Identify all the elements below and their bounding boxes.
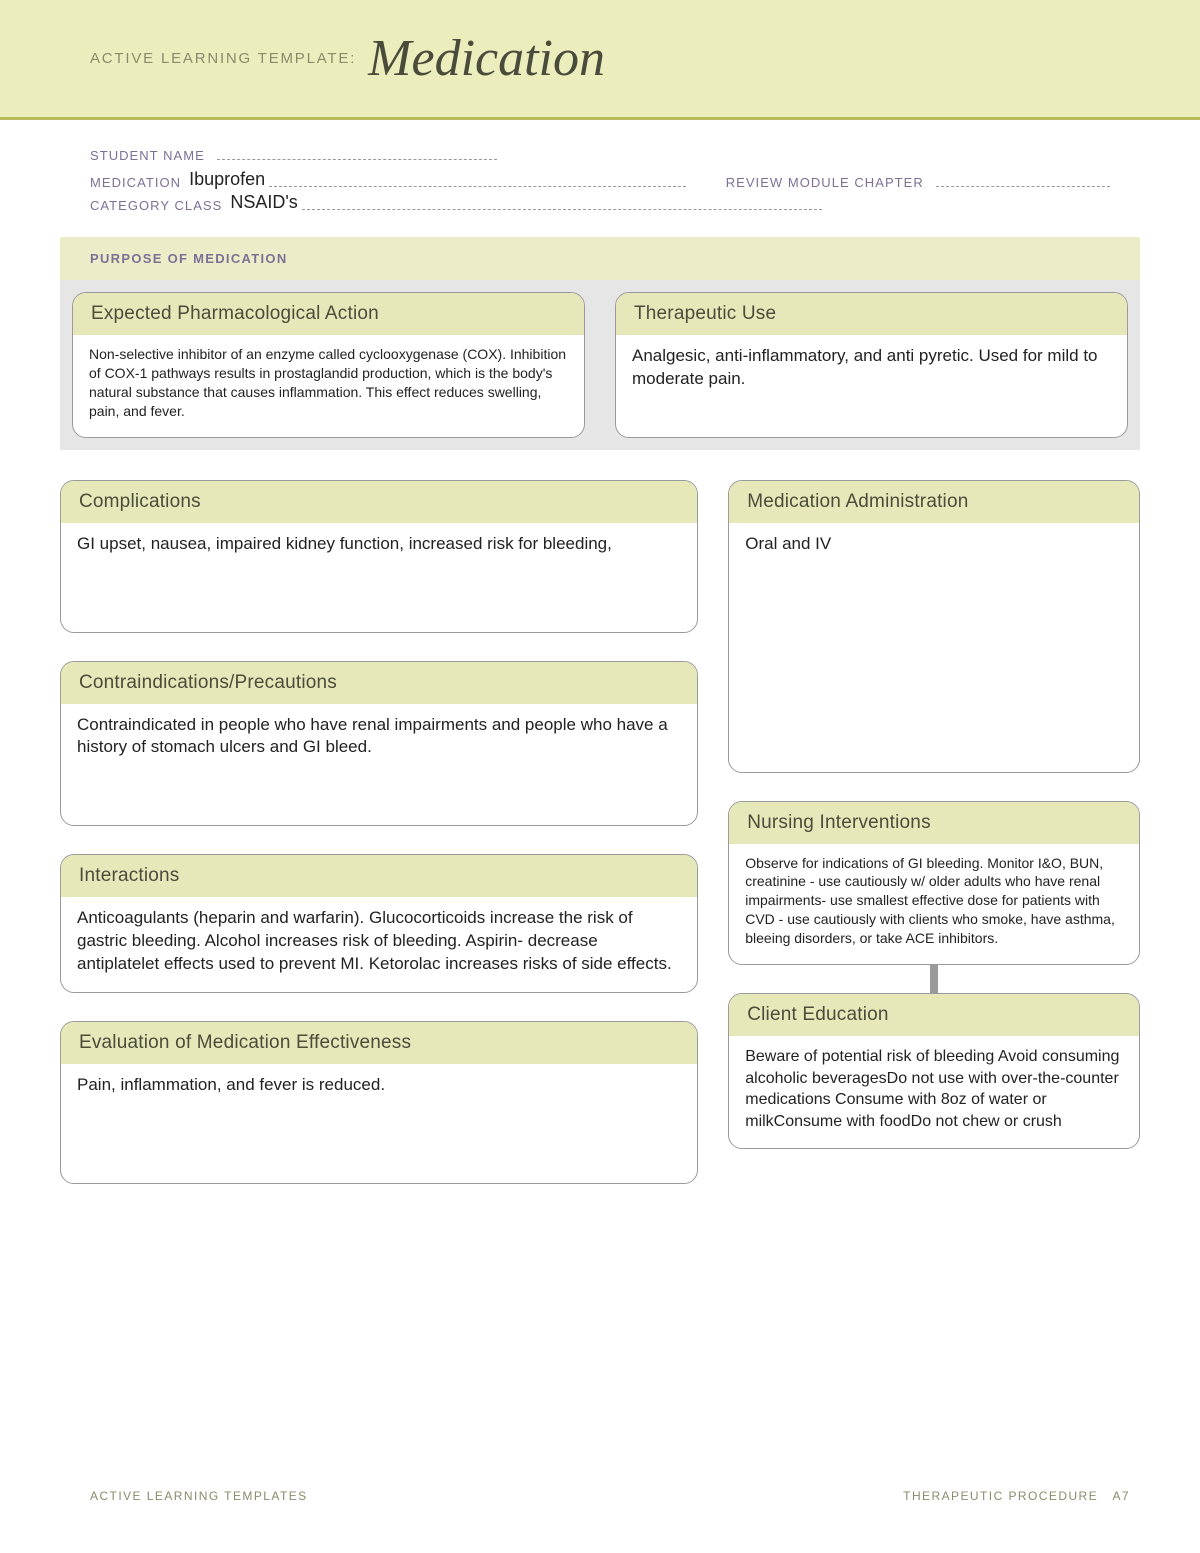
- card-evaluation: Evaluation of Medication Effectiveness P…: [60, 1021, 698, 1184]
- card-text: Pain, inflammation, and fever is reduced…: [77, 1075, 385, 1094]
- card-body: Non-selective inhibitor of an enzyme cal…: [73, 335, 584, 437]
- footer-right-label: THERAPEUTIC PROCEDURE: [903, 1489, 1098, 1503]
- medication-value: Ibuprofen: [189, 169, 265, 190]
- card-body: Pain, inflammation, and fever is reduced…: [61, 1064, 697, 1183]
- header-band: ACTIVE LEARNING TEMPLATE: Medication: [0, 0, 1200, 120]
- card-complications: Complications GI upset, nausea, impaired…: [60, 480, 698, 633]
- card-title: Complications: [61, 481, 697, 523]
- card-title: Evaluation of Medication Effectiveness: [61, 1022, 697, 1064]
- card-body: Beware of potential risk of bleeding Avo…: [729, 1036, 1139, 1148]
- column-right: Medication Administration Oral and IV Nu…: [728, 480, 1140, 1185]
- card-title: Therapeutic Use: [616, 293, 1127, 335]
- card-title: Nursing Interventions: [729, 802, 1139, 844]
- card-title: Medication Administration: [729, 481, 1139, 523]
- page: ACTIVE LEARNING TEMPLATE: Medication STU…: [0, 0, 1200, 1553]
- header-prefix: ACTIVE LEARNING TEMPLATE:: [90, 50, 356, 67]
- dashed-line: [217, 159, 497, 160]
- category-value: NSAID's: [230, 192, 297, 213]
- student-name-label: STUDENT NAME: [90, 148, 205, 163]
- footer-left: ACTIVE LEARNING TEMPLATES: [90, 1489, 308, 1503]
- card-title: Expected Pharmacological Action: [73, 293, 584, 335]
- purpose-section: PURPOSE OF MEDICATION Expected Pharmacol…: [60, 237, 1140, 450]
- card-title: Interactions: [61, 855, 697, 897]
- dashed-line: [936, 186, 1110, 187]
- dashed-line: [302, 209, 822, 210]
- category-label: CATEGORY CLASS: [90, 198, 222, 213]
- card-body: Analgesic, anti-inflammatory, and anti p…: [616, 335, 1127, 407]
- card-body: Oral and IV: [729, 523, 1139, 772]
- purpose-inner: Expected Pharmacological Action Non-sele…: [60, 280, 1140, 450]
- footer-right: THERAPEUTIC PROCEDURE A7: [903, 1489, 1130, 1503]
- card-text: Contraindicated in people who have renal…: [77, 715, 668, 757]
- review-label: REVIEW MODULE CHAPTER: [726, 175, 924, 190]
- card-title: Contraindications/Precautions: [61, 662, 697, 704]
- card-expected-action: Expected Pharmacological Action Non-sele…: [72, 292, 585, 438]
- card-body: Contraindicated in people who have renal…: [61, 704, 697, 826]
- student-name-row: STUDENT NAME: [90, 148, 1110, 163]
- connector-line: [930, 965, 938, 993]
- category-row: CATEGORY CLASS NSAID's: [90, 192, 1110, 213]
- card-administration: Medication Administration Oral and IV: [728, 480, 1140, 773]
- card-contraindications: Contraindications/Precautions Contraindi…: [60, 661, 698, 827]
- card-title: Client Education: [729, 994, 1139, 1036]
- card-text: GI upset, nausea, impaired kidney functi…: [77, 534, 612, 553]
- purpose-label: PURPOSE OF MEDICATION: [90, 251, 1110, 266]
- column-left: Complications GI upset, nausea, impaired…: [60, 480, 698, 1185]
- footer: ACTIVE LEARNING TEMPLATES THERAPEUTIC PR…: [90, 1489, 1130, 1503]
- form-area: STUDENT NAME MEDICATION Ibuprofen REVIEW…: [0, 120, 1200, 227]
- content-area: Complications GI upset, nausea, impaired…: [60, 480, 1140, 1185]
- card-body: Anticoagulants (heparin and warfarin). G…: [61, 897, 697, 992]
- card-text: Oral and IV: [745, 534, 831, 553]
- card-body: GI upset, nausea, impaired kidney functi…: [61, 523, 697, 632]
- card-therapeutic-use: Therapeutic Use Analgesic, anti-inflamma…: [615, 292, 1128, 438]
- card-interactions: Interactions Anticoagulants (heparin and…: [60, 854, 698, 993]
- card-nursing-interventions: Nursing Interventions Observe for indica…: [728, 801, 1140, 965]
- header-title: Medication: [368, 29, 605, 88]
- card-client-education: Client Education Beware of potential ris…: [728, 993, 1140, 1149]
- footer-page: A7: [1112, 1489, 1130, 1503]
- medication-label: MEDICATION: [90, 175, 181, 190]
- card-body: Observe for indications of GI bleeding. …: [729, 844, 1139, 964]
- dashed-line: [269, 186, 686, 187]
